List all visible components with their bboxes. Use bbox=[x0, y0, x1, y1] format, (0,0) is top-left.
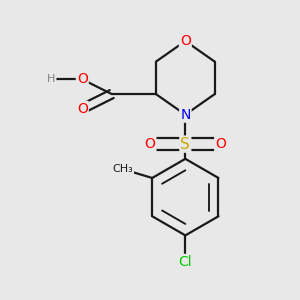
Text: O: O bbox=[145, 137, 155, 151]
Text: O: O bbox=[180, 34, 191, 48]
Text: S: S bbox=[181, 136, 190, 152]
Text: H: H bbox=[47, 74, 56, 84]
Text: O: O bbox=[77, 102, 88, 116]
Text: CH₃: CH₃ bbox=[112, 164, 133, 174]
Text: O: O bbox=[215, 137, 226, 151]
Text: N: N bbox=[180, 108, 190, 122]
Text: Cl: Cl bbox=[178, 255, 192, 269]
Text: O: O bbox=[77, 72, 88, 86]
